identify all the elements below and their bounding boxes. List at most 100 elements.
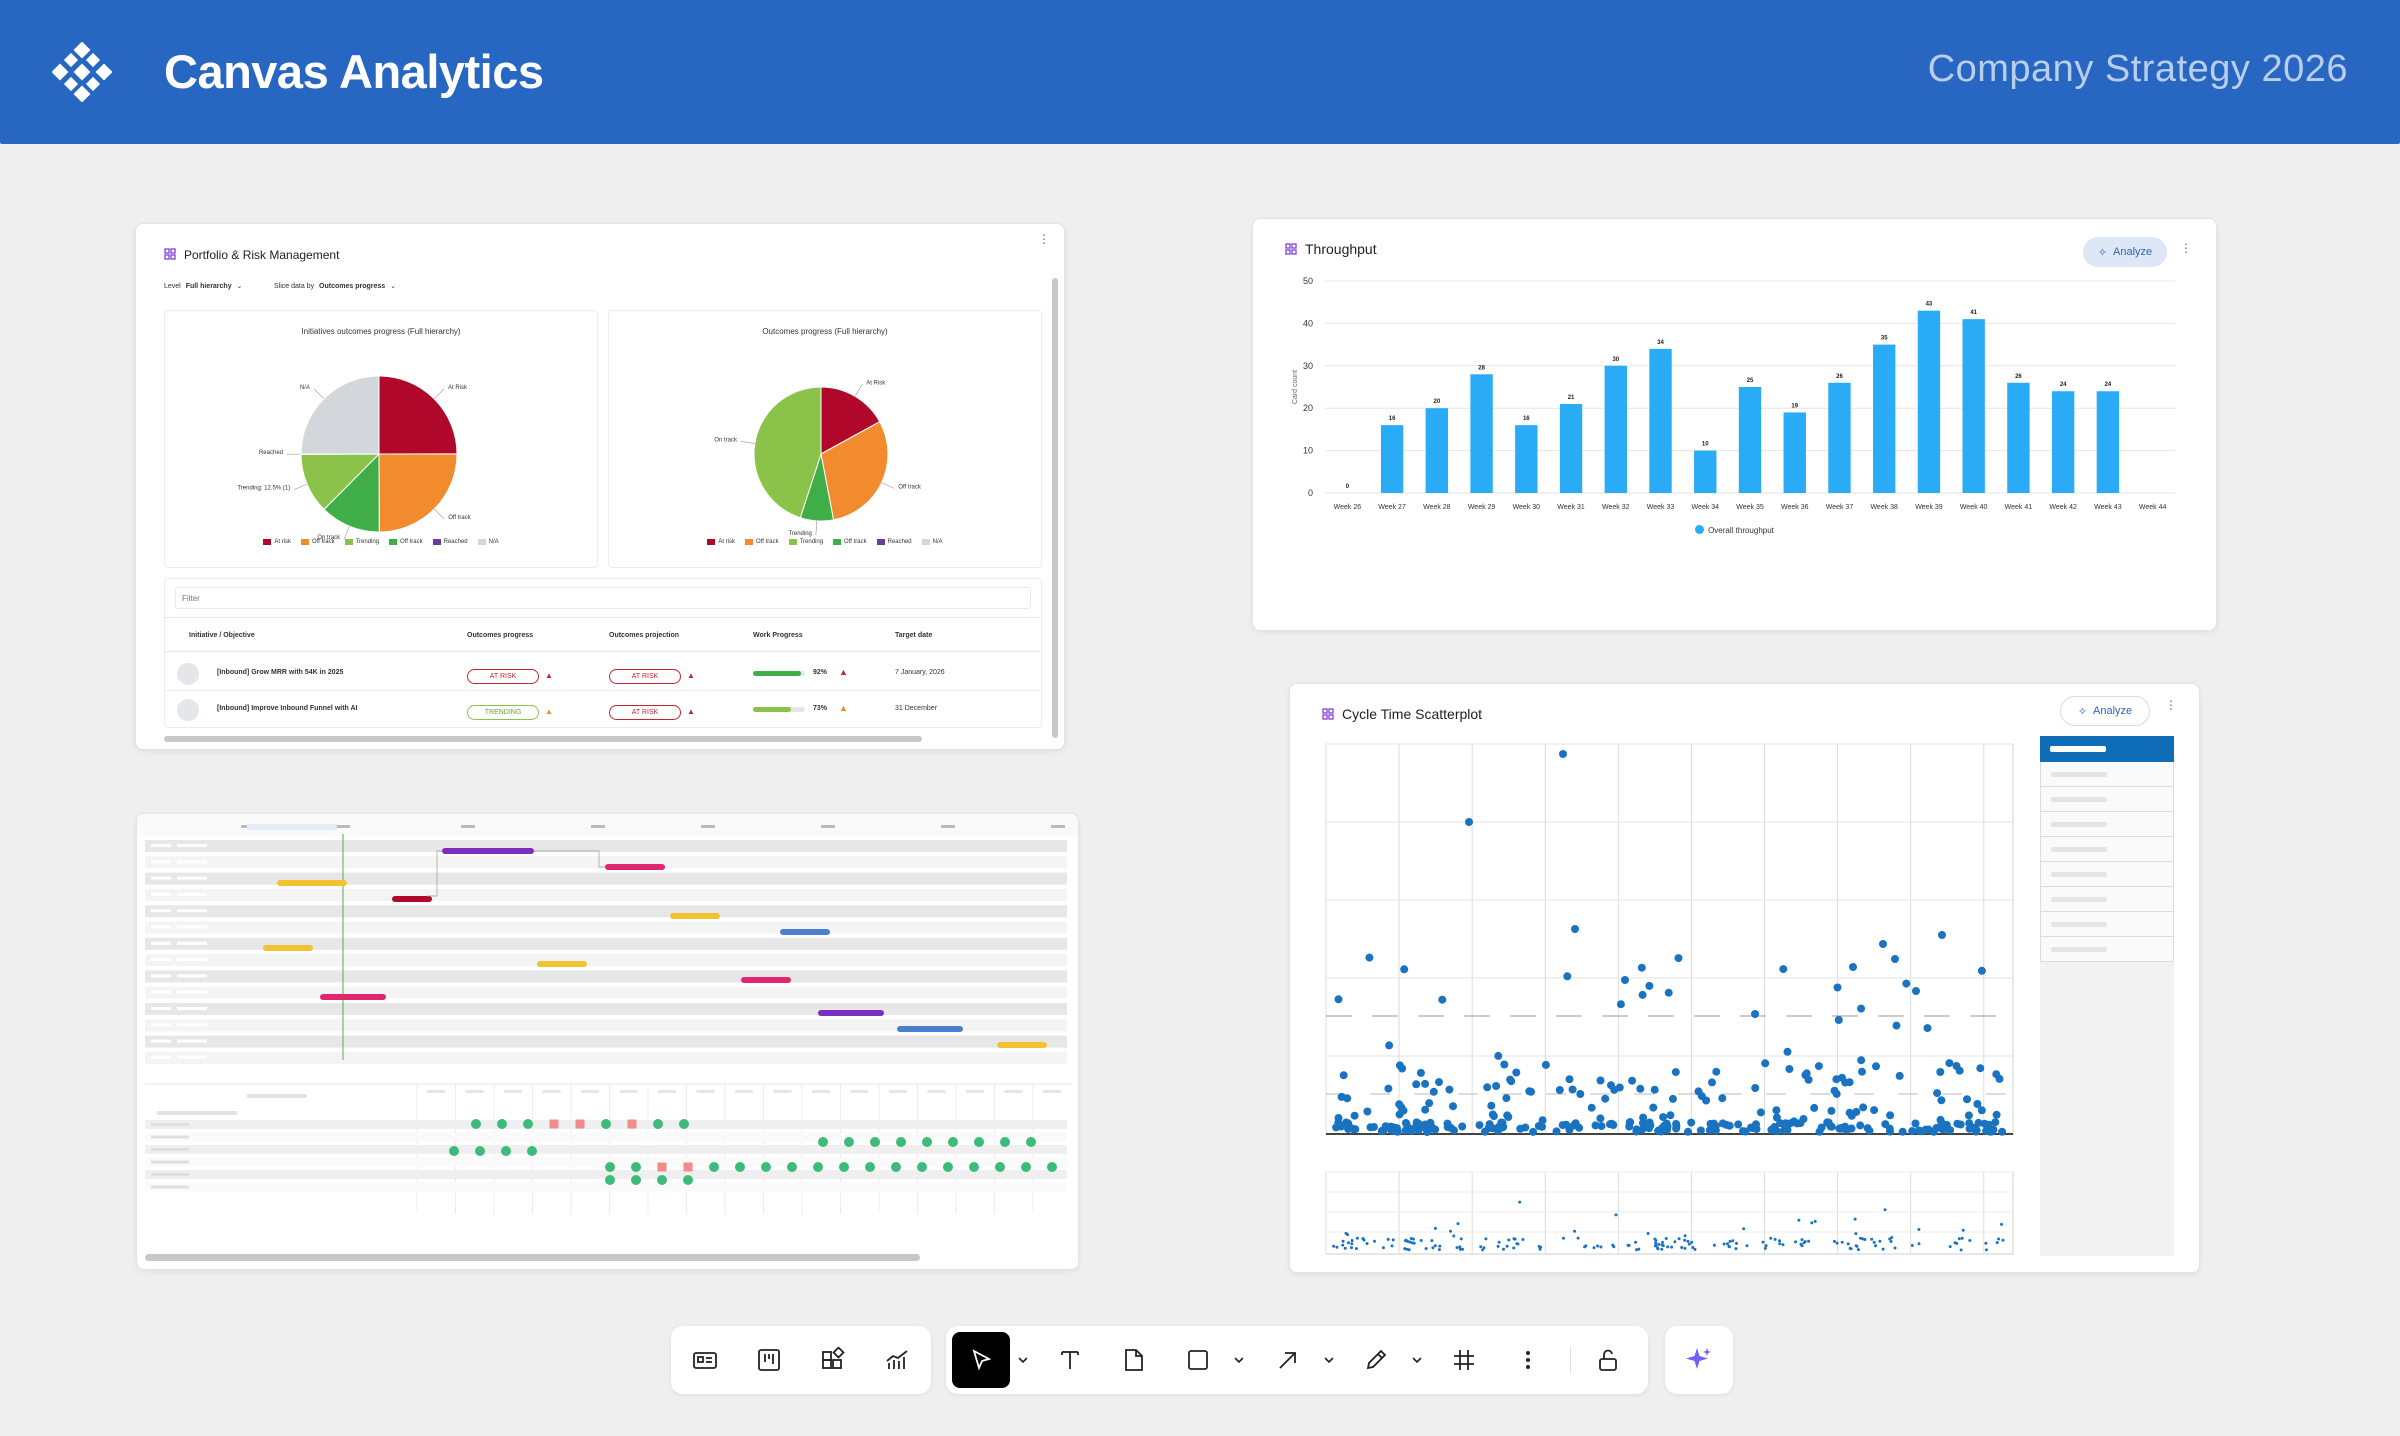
side-panel-row[interactable] xyxy=(2040,912,2174,937)
data-point[interactable] xyxy=(1663,1122,1672,1131)
timeline-bar[interactable] xyxy=(818,1010,884,1016)
pie-slice[interactable] xyxy=(300,453,381,511)
pen-icon[interactable] xyxy=(1354,1338,1398,1382)
status-dot[interactable] xyxy=(1021,1162,1031,1172)
status-dot[interactable] xyxy=(917,1162,927,1172)
status-dot[interactable] xyxy=(870,1137,880,1147)
data-point[interactable] xyxy=(1751,1084,1760,1092)
timeline-bar[interactable] xyxy=(320,994,386,1000)
data-point[interactable] xyxy=(1615,1083,1624,1092)
data-point[interactable] xyxy=(1718,1119,1727,1128)
data-point[interactable] xyxy=(1628,1076,1637,1085)
overview-plot[interactable] xyxy=(1325,1171,2014,1255)
pie-slice[interactable] xyxy=(378,375,458,455)
data-point[interactable] xyxy=(1350,1111,1359,1120)
data-point[interactable] xyxy=(1761,1059,1770,1068)
shape-icon[interactable] xyxy=(1176,1338,1220,1382)
data-point[interactable] xyxy=(1384,1084,1393,1093)
data-point[interactable] xyxy=(1483,1083,1492,1092)
pie-chart-2[interactable]: At Risk Off track Trending On track xyxy=(609,311,1043,569)
data-point[interactable] xyxy=(1833,983,1842,992)
data-point[interactable] xyxy=(1923,1024,1932,1033)
status-dot[interactable] xyxy=(449,1146,459,1156)
status-dot[interactable] xyxy=(653,1119,663,1129)
bar[interactable] xyxy=(1515,425,1538,493)
timeline-card[interactable] xyxy=(136,813,1079,1270)
bar[interactable] xyxy=(1649,348,1672,493)
data-point[interactable] xyxy=(1977,966,1986,975)
side-panel-row[interactable] xyxy=(2040,812,2174,837)
arrow-icon[interactable] xyxy=(1266,1338,1310,1382)
status-dot[interactable] xyxy=(657,1175,667,1185)
data-point[interactable] xyxy=(1718,1094,1727,1103)
data-point[interactable] xyxy=(1992,1110,2001,1119)
cycle-time-card[interactable]: Cycle Time Scatterplot ✧ Analyze ⋮ xyxy=(1289,683,2200,1273)
timeline-row[interactable] xyxy=(145,840,1067,852)
side-panel-row[interactable] xyxy=(2040,887,2174,912)
status-dot[interactable] xyxy=(1026,1137,1036,1147)
status-dot[interactable] xyxy=(865,1162,875,1172)
pie-slice[interactable] xyxy=(820,421,889,521)
data-point[interactable] xyxy=(1802,1069,1811,1078)
status-square[interactable] xyxy=(627,1119,637,1129)
data-point[interactable] xyxy=(1955,1066,1964,1075)
data-point[interactable] xyxy=(1445,1085,1454,1094)
data-point[interactable] xyxy=(1847,1111,1856,1120)
data-point[interactable] xyxy=(1772,1113,1781,1122)
data-point[interactable] xyxy=(1645,981,1654,990)
status-dot[interactable] xyxy=(995,1162,1005,1172)
chevron-down-icon[interactable] xyxy=(1410,1350,1424,1370)
column-header[interactable]: Target date xyxy=(895,632,933,639)
chevron-down-icon[interactable] xyxy=(1232,1350,1246,1370)
data-point[interactable] xyxy=(1998,1127,2007,1136)
throughput-bar-chart[interactable]: 0 10 20 30 40 50 Card count Week 26 0 Week 27 16 We… xyxy=(1253,269,2217,599)
data-point[interactable] xyxy=(1576,1090,1585,1098)
data-point[interactable] xyxy=(1568,1085,1577,1094)
data-point[interactable] xyxy=(1872,1062,1880,1071)
timeline-row[interactable] xyxy=(145,1019,1067,1032)
vertical-scrollbar[interactable] xyxy=(1052,278,1058,738)
data-point[interactable] xyxy=(1608,1120,1617,1129)
data-point[interactable] xyxy=(1512,1068,1521,1077)
data-point[interactable] xyxy=(1937,1118,1946,1127)
horizontal-scrollbar[interactable] xyxy=(164,736,922,742)
filter-input[interactable] xyxy=(175,587,1031,609)
data-point[interactable] xyxy=(1401,1119,1410,1127)
data-point[interactable] xyxy=(1525,1087,1534,1096)
data-point[interactable] xyxy=(1438,995,1447,1004)
data-point[interactable] xyxy=(1985,1120,1993,1129)
chevron-down-icon[interactable] xyxy=(1016,1350,1030,1370)
data-point[interactable] xyxy=(1565,1075,1574,1084)
bar[interactable] xyxy=(2007,382,2030,493)
status-dot[interactable] xyxy=(943,1162,953,1172)
data-point[interactable] xyxy=(1709,1119,1718,1128)
data-point[interactable] xyxy=(1541,1060,1550,1069)
data-point[interactable] xyxy=(1918,1127,1927,1136)
data-point[interactable] xyxy=(1489,1112,1498,1121)
data-point[interactable] xyxy=(1858,1067,1866,1076)
data-point[interactable] xyxy=(1591,1121,1600,1130)
pie-slice[interactable] xyxy=(323,452,380,533)
data-point[interactable] xyxy=(1666,1111,1675,1120)
card-icon[interactable] xyxy=(683,1338,727,1382)
bar[interactable] xyxy=(1380,425,1404,493)
timeline-row[interactable] xyxy=(145,1035,1067,1048)
bar[interactable] xyxy=(2051,391,2075,493)
status-dot[interactable] xyxy=(523,1119,533,1129)
status-square[interactable] xyxy=(549,1119,559,1129)
data-point[interactable] xyxy=(1898,1127,1907,1136)
side-panel-row[interactable] xyxy=(2040,862,2174,887)
data-point[interactable] xyxy=(1687,1118,1696,1127)
status-dot[interactable] xyxy=(1000,1137,1010,1147)
data-point[interactable] xyxy=(1488,1124,1497,1133)
data-point[interactable] xyxy=(1991,1118,2000,1127)
data-point[interactable] xyxy=(1938,931,1946,939)
data-point[interactable] xyxy=(1974,1118,1983,1127)
data-point[interactable] xyxy=(1458,1122,1467,1131)
timeline-row[interactable] xyxy=(145,1051,1067,1064)
data-point[interactable] xyxy=(1725,1121,1734,1130)
timeline-bar[interactable] xyxy=(605,864,665,870)
data-point[interactable] xyxy=(1936,1068,1945,1076)
more-options-icon[interactable]: ⋮ xyxy=(2180,241,2192,255)
